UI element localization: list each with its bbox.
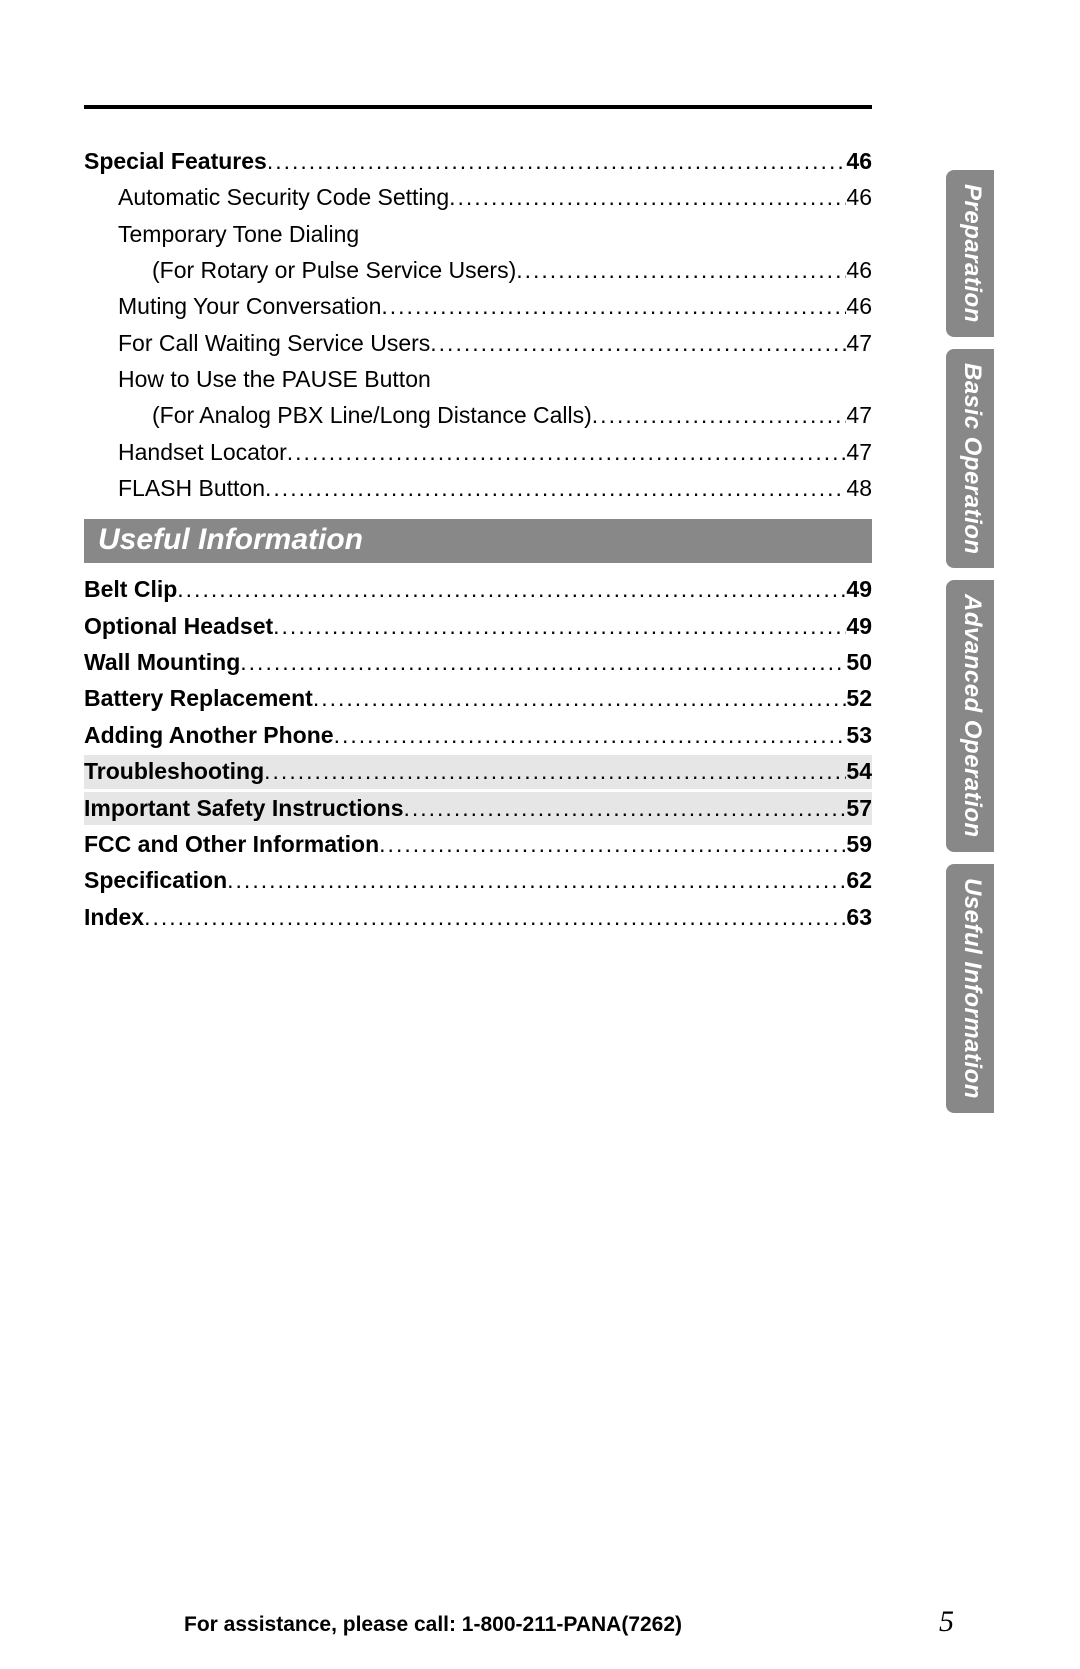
toc-dots: ........................................… (516, 254, 846, 287)
toc-title: Automatic Security Code Setting (118, 181, 449, 214)
toc-title: Troubleshooting (84, 755, 264, 788)
section-header: Useful Information (84, 519, 872, 563)
toc-block-1: Special Features........................… (84, 145, 994, 505)
footer: For assistance, please call: 1-800-211-P… (84, 1605, 994, 1639)
toc-dots: ........................................… (264, 755, 846, 788)
toc-dots: ........................................… (313, 682, 847, 715)
toc-title: Important Safety Instructions (84, 792, 403, 825)
toc-line: Wall Mounting...........................… (84, 646, 872, 679)
toc-title: Adding Another Phone (84, 719, 334, 752)
toc-line: Special Features........................… (84, 145, 872, 178)
toc-title: Specification (84, 864, 227, 897)
page-number: 5 (939, 1605, 954, 1639)
toc-title: For Call Waiting Service Users (118, 327, 430, 360)
toc-page: 47 (846, 327, 872, 360)
toc-page: 52 (846, 682, 872, 715)
toc-dots: ........................................… (144, 901, 846, 934)
toc-dots: ........................................… (449, 181, 846, 214)
toc-line: (For Rotary or Pulse Service Users) ....… (84, 254, 872, 287)
toc-page: 50 (846, 646, 872, 679)
toc-dots: ........................................… (403, 792, 846, 825)
toc-line: FLASH Button............................… (84, 472, 872, 505)
top-rule (84, 105, 872, 109)
toc-line: Optional Headset........................… (84, 610, 872, 643)
toc-block-2: Belt Clip...............................… (84, 573, 994, 933)
toc-title: (For Rotary or Pulse Service Users) (152, 254, 516, 287)
toc-dots: ........................................… (240, 646, 846, 679)
side-tab: Advanced Operation (946, 580, 994, 852)
toc-title: Handset Locator (118, 436, 287, 469)
toc-dots: ........................................… (177, 573, 846, 606)
toc-title: Battery Replacement (84, 682, 313, 715)
toc-dots: ........................................… (379, 828, 846, 861)
side-tab: Basic Operation (946, 349, 994, 569)
toc-dots: ........................................… (592, 399, 847, 432)
footer-text: For assistance, please call: 1-800-211-P… (184, 1613, 682, 1637)
toc-title: (For Analog PBX Line/Long Distance Calls… (152, 399, 592, 432)
toc-title: FLASH Button (118, 472, 265, 505)
toc-wrap-line: Temporary Tone Dialing (84, 218, 872, 251)
toc-page: 46 (846, 290, 872, 323)
toc-line: Index...................................… (84, 901, 872, 934)
toc-title: Muting Your Conversation (118, 290, 381, 323)
side-tab: Preparation (946, 170, 994, 337)
toc-line: Automatic Security Code Setting.........… (84, 181, 872, 214)
toc-page: 46 (846, 181, 872, 214)
toc-line: Specification...........................… (84, 864, 872, 897)
toc-page: 46 (846, 254, 872, 287)
toc-page: 47 (846, 399, 872, 432)
toc-dots: ........................................… (381, 290, 846, 323)
toc-dots: ........................................… (273, 610, 846, 643)
toc-line: For Call Waiting Service Users..........… (84, 327, 872, 360)
toc-page: 59 (846, 828, 872, 861)
toc-page: 57 (846, 792, 872, 825)
toc-page: 54 (846, 755, 872, 788)
toc-dots: ........................................… (334, 719, 847, 752)
toc-line: Handset Locator.........................… (84, 436, 872, 469)
toc-line: Belt Clip...............................… (84, 573, 872, 606)
toc-page: 63 (846, 901, 872, 934)
toc-dots: ........................................… (265, 472, 846, 505)
toc-title: Index (84, 901, 144, 934)
toc-dots: ........................................… (287, 436, 847, 469)
toc-title: Wall Mounting (84, 646, 240, 679)
toc-page: 48 (846, 472, 872, 505)
toc-line: (For Analog PBX Line/Long Distance Calls… (84, 399, 872, 432)
side-tabs: Preparation Basic Operation Advanced Opera… (946, 170, 994, 1113)
toc-dots: ........................................… (430, 327, 846, 360)
toc-line: Troubleshooting.........................… (84, 755, 872, 788)
toc-page: 62 (846, 864, 872, 897)
page-content: Special Features........................… (84, 105, 994, 1585)
toc-page: 49 (846, 610, 872, 643)
toc-title: Belt Clip (84, 573, 177, 606)
toc-page: 46 (846, 145, 872, 178)
toc-line: FCC and Other Information...............… (84, 828, 872, 861)
toc-title: FCC and Other Information (84, 828, 379, 861)
toc-line: Battery Replacement.....................… (84, 682, 872, 715)
toc-page: 47 (846, 436, 872, 469)
toc-title: Special Features (84, 145, 267, 178)
toc-dots: ........................................… (267, 145, 847, 178)
side-tab: Useful Information (946, 864, 994, 1113)
toc-dots: ........................................… (227, 864, 846, 897)
toc-title: Optional Headset (84, 610, 273, 643)
toc-page: 53 (846, 719, 872, 752)
toc-line: Important Safety Instructions...........… (84, 792, 872, 825)
toc-page: 49 (846, 573, 872, 606)
toc-wrap-line: How to Use the PAUSE Button (84, 363, 872, 396)
toc-line: Adding Another Phone....................… (84, 719, 872, 752)
toc-line: Muting Your Conversation................… (84, 290, 872, 323)
